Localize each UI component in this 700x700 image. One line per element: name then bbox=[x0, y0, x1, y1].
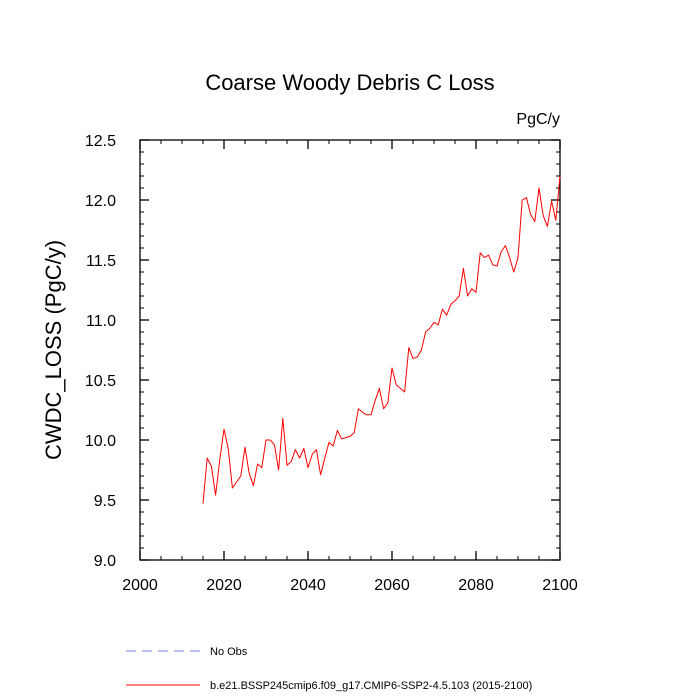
x-tick-label: 2020 bbox=[206, 577, 242, 594]
y-tick-label: 11.5 bbox=[86, 253, 116, 270]
y-tick-label: 9.5 bbox=[94, 493, 116, 510]
y-tick-label: 11.0 bbox=[86, 313, 116, 330]
plot-frame bbox=[139, 139, 561, 561]
y-tick-label: 10.5 bbox=[85, 373, 116, 390]
legend-label-model: b.e21.BSSP245cmip6.f09_g17.CMIP6-SSP2-4.… bbox=[210, 680, 532, 692]
x-tick-label: 2080 bbox=[458, 577, 494, 594]
x-tick-label: 2040 bbox=[290, 577, 326, 594]
chart-title: Coarse Woody Debris C Loss bbox=[205, 70, 494, 95]
legend: No Obs b.e21.BSSP245cmip6.f09_g17.CMIP6-… bbox=[126, 646, 532, 692]
x-tick-label: 2000 bbox=[122, 577, 158, 594]
y-tick-label: 12.0 bbox=[85, 193, 116, 210]
x-tick-label: 2060 bbox=[374, 577, 410, 594]
units-label: PgC/y bbox=[516, 111, 560, 128]
y-axis-label: CWDC_LOSS (PgC/y) bbox=[41, 240, 66, 460]
legend-label-no-obs: No Obs bbox=[210, 646, 248, 658]
y-tick-label: 10.0 bbox=[85, 433, 116, 450]
series-line-0 bbox=[202, 175, 561, 504]
plot-area bbox=[202, 175, 561, 504]
axes: 2000 2020 2040 2060 2080 2100 9.0 9.5 10.0 10.5 11… bbox=[85, 133, 578, 594]
y-tick-label: 12.5 bbox=[85, 133, 116, 150]
y-tick-label: 9.0 bbox=[94, 553, 116, 570]
x-tick-label: 2100 bbox=[542, 577, 578, 594]
